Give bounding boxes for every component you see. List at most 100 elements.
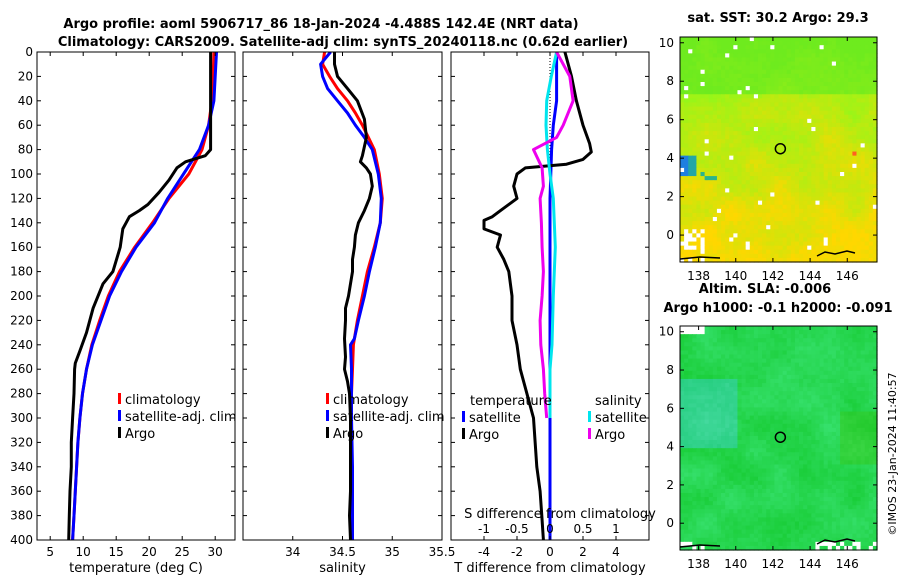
x-tick-label: 15 xyxy=(109,545,124,559)
difference-lines xyxy=(482,52,593,540)
y-tick-label: 320 xyxy=(10,435,33,449)
legend-label: Argo xyxy=(333,427,363,442)
coastline xyxy=(816,538,856,545)
y-tick-label: 40 xyxy=(18,94,33,108)
sla-map-axes: 138 140 142 144 146 0 2 4 6 8 10 xyxy=(659,325,877,571)
sst-map-cells xyxy=(679,37,878,263)
temperature-axes: 0 20 40 60 80 100 120 140 160 180 200 220 240 260 280 3… xyxy=(10,45,235,576)
y-tick-label: 300 xyxy=(10,411,33,425)
x-tick-label: 35.5 xyxy=(429,545,456,559)
legend-label: Argo xyxy=(469,428,499,443)
difference-legend: temperature salinity satellite Argo satellit… xyxy=(462,394,647,443)
x-tick-label: 30 xyxy=(208,545,223,559)
series-line-argo xyxy=(532,52,575,419)
series-line-satellite-adj-clim xyxy=(71,52,218,540)
map-y-tick-label: 8 xyxy=(666,74,674,88)
x-tick-label: 5 xyxy=(46,545,54,559)
map-x-tick-label: 142 xyxy=(761,269,784,283)
s-tick-label: 0.5 xyxy=(573,522,592,536)
s-tick-label: 1 xyxy=(612,522,620,536)
legend-label: climatology xyxy=(333,393,409,408)
map-y-tick-label: 4 xyxy=(666,440,674,454)
y-tick-label: 120 xyxy=(10,191,33,205)
salinity-lines xyxy=(319,52,384,540)
y-tick-label: 340 xyxy=(10,460,33,474)
y-tick-label: 180 xyxy=(10,265,33,279)
y-tick-label: 100 xyxy=(10,167,33,181)
x-tick-label: 0 xyxy=(546,545,554,559)
sla-title-1: Altim. SLA: -0.006 xyxy=(699,282,831,297)
sla-title-2: Argo h1000: -0.1 h2000: -0.091 xyxy=(663,301,892,316)
legend-swatch xyxy=(326,393,329,404)
map-y-tick-label: 10 xyxy=(659,325,674,339)
legend-swatch xyxy=(588,411,591,422)
y-tick-label: 380 xyxy=(10,509,33,523)
x-tick-label: 34.5 xyxy=(329,545,356,559)
legend-swatch xyxy=(462,428,465,439)
legend-header-salinity: salinity xyxy=(595,394,642,409)
sst-title: sat. SST: 30.2 Argo: 29.3 xyxy=(687,11,868,26)
temperature-legend: climatology satellite-adj. clim Argo xyxy=(118,393,237,442)
salinity-legend: climatology satellite-adj. clim Argo xyxy=(326,393,445,442)
y-tick-label: 360 xyxy=(10,484,33,498)
s-tick-label: -0.5 xyxy=(505,522,528,536)
y-tick-label: 400 xyxy=(10,533,33,547)
x-tick-label: 35 xyxy=(385,545,400,559)
coastline xyxy=(816,250,856,257)
y-tick-label: 140 xyxy=(10,216,33,230)
legend-swatch xyxy=(588,428,591,439)
map-x-tick-label: 142 xyxy=(761,557,784,571)
map-x-tick-label: 146 xyxy=(836,269,859,283)
map-x-tick-label: 146 xyxy=(836,557,859,571)
y-tick-label: 0 xyxy=(25,45,33,59)
map-x-tick-label: 138 xyxy=(687,269,710,283)
legend-swatch xyxy=(118,410,121,421)
series-line-argo xyxy=(482,52,593,540)
sst-map-axes: 138 140 142 144 146 0 2 4 6 8 10 xyxy=(659,36,877,283)
sla-map: 138 140 142 144 146 0 2 4 6 8 10 xyxy=(659,325,878,571)
argo-float-marker xyxy=(774,142,787,155)
map-x-tick-label: 140 xyxy=(724,269,747,283)
x-tick-label: 25 xyxy=(175,545,190,559)
x-tick-label: 2 xyxy=(579,545,587,559)
legend-label: satellite-adj. clim xyxy=(125,410,237,425)
x-axis-label: temperature (deg C) xyxy=(69,561,203,576)
x-tick-label: -2 xyxy=(511,545,523,559)
y-tick-label: 60 xyxy=(18,118,33,132)
difference-axes: -4 -2 0 2 4 T difference from climatology S di… xyxy=(451,51,656,576)
s-tick-label: -1 xyxy=(478,522,490,536)
y-tick-label: 220 xyxy=(10,313,33,327)
y-tick-label: 200 xyxy=(10,289,33,303)
x-tick-label: 34 xyxy=(285,545,300,559)
map-x-tick-label: 144 xyxy=(799,269,822,283)
series-line-satellite xyxy=(548,52,559,540)
legend-header-temperature: temperature xyxy=(470,394,552,409)
map-y-tick-label: 2 xyxy=(666,190,674,204)
s-tick-label: 0 xyxy=(546,522,554,536)
map-y-tick-label: 6 xyxy=(666,113,674,127)
map-y-tick-label: 6 xyxy=(666,401,674,415)
salinity-panel: 34 34.5 35 35.5 salinity climatology satellit… xyxy=(242,51,456,576)
series-line-satellite-adj-clim xyxy=(319,52,383,540)
sst-map: 138 140 142 144 146 0 2 4 6 8 10 xyxy=(659,36,878,283)
series-line-climatology xyxy=(71,52,216,540)
map-y-tick-label: 10 xyxy=(659,36,674,50)
series-line-argo xyxy=(67,52,213,540)
copyright-stamp: ©IMOS 23-Jan-2024 11:40:57 xyxy=(886,372,899,535)
y-tick-label: 280 xyxy=(10,387,33,401)
y-tick-label: 80 xyxy=(18,143,33,157)
y-tick-label: 20 xyxy=(18,69,33,83)
legend-swatch xyxy=(118,393,121,404)
legend-label: satellite-adj. clim xyxy=(333,410,445,425)
legend-swatch xyxy=(326,427,329,438)
legend-label: Argo xyxy=(125,427,155,442)
temperature-lines xyxy=(67,52,218,540)
x-tick-label: 4 xyxy=(612,545,620,559)
x-axis-label: salinity xyxy=(319,561,366,576)
map-y-tick-label: 2 xyxy=(666,478,674,492)
sla-map-cells xyxy=(679,326,878,551)
series-line-satellite xyxy=(544,52,559,418)
map-y-tick-label: 4 xyxy=(666,151,674,165)
legend-label: climatology xyxy=(125,393,201,408)
